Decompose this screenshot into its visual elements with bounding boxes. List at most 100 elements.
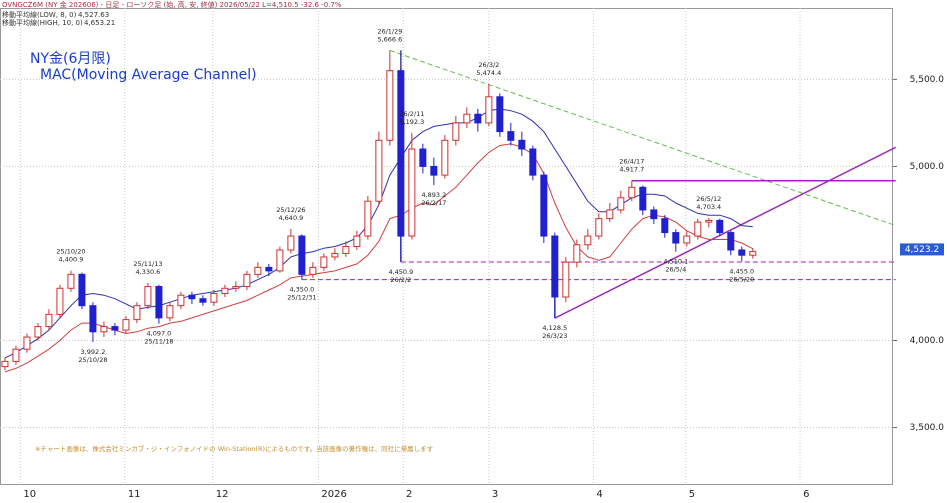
candle-body <box>287 235 295 251</box>
candle-body <box>485 96 493 124</box>
candle-body <box>606 209 614 220</box>
annotation-value: 3,992.2 <box>81 348 106 356</box>
annotation-value: 4,510.1 <box>663 258 688 266</box>
candle-body <box>353 235 361 248</box>
annotation-date: 26/4/17 <box>619 158 644 166</box>
annotation-date: 25/10/20 <box>56 248 85 256</box>
candle-body <box>243 273 251 288</box>
candle-body <box>232 286 240 289</box>
candle-body <box>430 165 438 176</box>
candle-body <box>408 148 416 237</box>
annotation-date: 26/3/2 <box>478 61 499 69</box>
annotation-date: 26/2/11 <box>399 110 424 118</box>
legend-entry: 移動平均線(LOW, 8, 0) <box>2 10 77 19</box>
trendline <box>554 146 897 319</box>
trendline <box>389 49 896 227</box>
y-tick-label: 5,000.0 <box>910 162 945 172</box>
annotation-date: 26/3/23 <box>542 332 567 340</box>
candle-body <box>210 293 218 303</box>
candle-body <box>452 122 460 141</box>
x-tick-label: 4 <box>596 489 602 500</box>
candle-body <box>331 252 339 258</box>
annotation-date: 25/12/31 <box>287 294 316 302</box>
candle-body <box>595 218 603 237</box>
candle-body <box>221 287 229 295</box>
candle-body <box>672 232 680 244</box>
candle-body <box>100 326 108 333</box>
candle-body <box>298 235 306 275</box>
moving-average-line <box>4 143 754 373</box>
candle-body <box>518 139 526 150</box>
candle-body <box>78 273 86 307</box>
candle-body <box>441 139 449 176</box>
candle-body <box>716 219 724 234</box>
last-price-box <box>900 243 944 256</box>
candle-body <box>309 266 317 275</box>
annotation-date: 26/5/12 <box>696 195 721 203</box>
annotation-value: 4,893.2 <box>421 191 446 199</box>
candle-body <box>1 360 9 368</box>
candle-body <box>650 209 658 220</box>
legend-entry: 移動平均線(HIGH, 10, 0) <box>2 18 83 27</box>
candle-body <box>463 113 471 124</box>
plot-frame <box>0 8 893 485</box>
candle-body <box>573 244 581 263</box>
candle-body <box>122 319 130 331</box>
candle-body <box>705 219 713 223</box>
x-tick-label: 12 <box>216 489 229 500</box>
legend-value: 4,653.21 <box>84 19 115 27</box>
candle-body <box>562 261 570 298</box>
candle-body <box>177 294 185 307</box>
annotation-date: 26/5/20 <box>729 275 754 283</box>
candle-body <box>67 273 75 289</box>
x-tick-label: 11 <box>128 489 141 500</box>
candle-body <box>749 251 757 256</box>
annotation-value: 4,703.4 <box>696 203 721 211</box>
candle-body <box>111 326 119 331</box>
last-price-label: 4,523.2 <box>905 245 939 255</box>
candle-body <box>89 305 97 333</box>
x-tick-label: 2026 <box>321 489 346 500</box>
candle-body <box>12 348 20 362</box>
legend-value: 4,527.63 <box>78 11 109 19</box>
annotation-value: 5,192.3 <box>399 118 424 126</box>
candle-body <box>45 313 53 328</box>
x-tick-label: 6 <box>803 489 809 500</box>
candle-body <box>23 336 31 350</box>
candle-body <box>694 221 702 237</box>
candle-body <box>342 246 350 254</box>
annotation-date: 25/10/28 <box>78 356 107 364</box>
annotation-value: 4,400.9 <box>59 256 84 264</box>
candle-body <box>617 197 625 211</box>
candle-body <box>320 256 328 268</box>
annotation-value: 4,917.7 <box>619 166 644 174</box>
candle-body <box>265 266 273 272</box>
candle-body <box>727 232 735 251</box>
candle-body <box>639 186 647 211</box>
candle-body <box>375 139 383 202</box>
candle-body <box>474 113 482 124</box>
annotation-date: 26/5/4 <box>665 266 686 274</box>
candle-body <box>188 294 196 300</box>
candle-body <box>738 249 746 256</box>
candle-body <box>254 266 262 275</box>
candle-body <box>34 326 42 338</box>
annotation-date: 26/2/2 <box>390 276 411 284</box>
candle-body <box>155 286 163 319</box>
candle-body <box>56 287 64 315</box>
candle-body <box>584 235 592 246</box>
annotation-date: 25/12/26 <box>276 206 305 214</box>
x-tick-label: 2 <box>406 489 412 500</box>
y-tick-label: 3,500.0 <box>910 423 945 433</box>
annotation-date: 26/1/29 <box>377 27 402 35</box>
candle-body <box>496 96 504 133</box>
candle-body <box>133 305 141 321</box>
annotation-date: 25/11/18 <box>144 338 173 346</box>
annotation-value: 4,450.9 <box>388 268 413 276</box>
annotation-value: 4,455.0 <box>729 267 754 275</box>
candle-body <box>529 148 537 176</box>
candle-body <box>386 70 394 141</box>
annotation-value: 4,640.9 <box>278 214 303 222</box>
source-note: ※チャート画像は、株式会社ミンカブ・ジ・インフォノイドの Win-Station… <box>35 444 434 453</box>
